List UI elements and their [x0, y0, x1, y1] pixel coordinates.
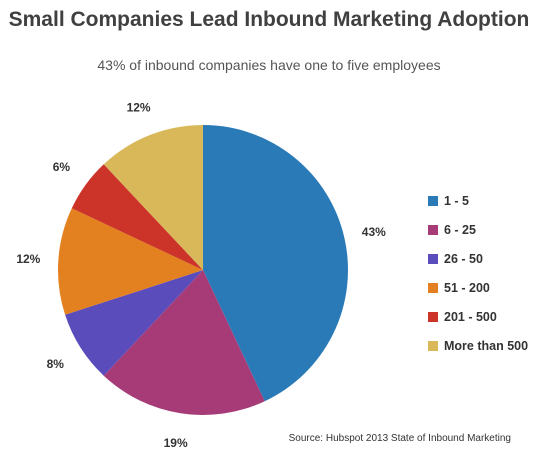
pie-slice-1-5 [203, 125, 348, 402]
legend-label: More than 500 [444, 338, 529, 353]
pie-slice-6-25 [103, 270, 265, 415]
legend-swatch [428, 311, 438, 322]
pie-label-6-25: 19% [164, 436, 188, 450]
legend-item-51-200: 51 - 200 [428, 275, 528, 300]
legend-item-201-500: 201 - 500 [428, 304, 528, 329]
source-note: Source: Hubspot 2013 State of Inbound Ma… [288, 433, 511, 444]
legend-label: 6 - 25 [444, 222, 476, 237]
legend-item-1-5: 1 - 5 [428, 188, 528, 213]
legend-label: 51 - 200 [444, 280, 490, 295]
pie-slice-51-200 [57, 208, 203, 315]
pie-label-201-500: 6% [53, 160, 71, 174]
legend-swatch [428, 282, 438, 293]
pie-slice-201-500 [71, 164, 203, 270]
chart-legend: 1 - 5 6 - 25 26 - 50 51 - 200 201 - 500 More … [428, 188, 528, 362]
legend-label: 26 - 50 [444, 251, 483, 266]
chart-title: Small Companies Lead Inbound Marketing A… [8, 8, 530, 31]
pie-label-26-50: 8% [47, 357, 65, 371]
legend-item-more-than-500: More than 500 [428, 333, 528, 358]
pie-slice-26-50 [65, 270, 203, 376]
legend-label: 201 - 500 [444, 309, 497, 324]
pie-labels: 43% 19% 8% 12% 6% 12% [16, 100, 386, 450]
pie-label-more-than-500: 12% [127, 100, 151, 114]
legend-item-6-25: 6 - 25 [428, 217, 528, 242]
pie-label-1-5: 43% [362, 225, 386, 239]
legend-swatch [428, 253, 438, 264]
pie-slice-more-than-500 [103, 125, 203, 270]
legend-swatch [428, 195, 438, 206]
legend-swatch [428, 224, 438, 235]
pie-label-51-200: 12% [16, 252, 40, 266]
legend-label: 1 - 5 [444, 193, 470, 208]
pie-slices [57, 125, 348, 415]
legend-item-26-50: 26 - 50 [428, 246, 528, 271]
legend-swatch [428, 340, 438, 351]
chart-subtitle: 43% of inbound companies have one to fiv… [97, 57, 441, 73]
